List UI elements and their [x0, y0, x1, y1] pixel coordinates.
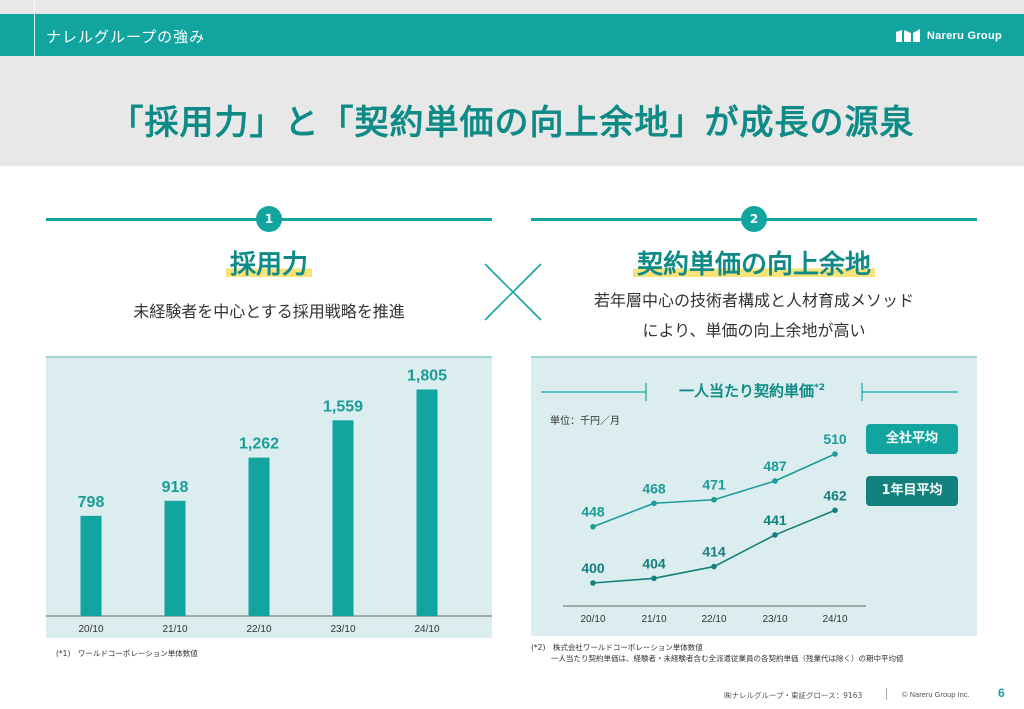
series-value-label: 414 [702, 544, 726, 560]
series-value-label: 448 [581, 504, 605, 520]
company-average-tag: 全社平均 [866, 424, 958, 454]
left-number-badge: 1 [256, 206, 282, 232]
footer-divider [886, 688, 887, 700]
bar-x-tick: 23/10 [330, 624, 355, 635]
series-point [651, 575, 657, 582]
line-x-tick: 23/10 [762, 614, 787, 625]
section-header-bar [0, 14, 1024, 56]
series-point [711, 496, 717, 503]
bar-20/10 [80, 515, 102, 616]
series-point [590, 523, 596, 530]
line-chart-title-sup: *2 [814, 383, 825, 393]
right-footnote-line1: (*2) 株式会社ワールドコーポレーション単体数値 [531, 643, 703, 652]
line-x-tick: 24/10 [822, 614, 847, 625]
series-value-label: 510 [823, 431, 847, 447]
left-heading: 採用力 [46, 244, 492, 281]
footer-company: ㈱ナレルグループ・東証グロース：9163 [724, 691, 863, 700]
line-chart-title: 一人当たり契約単価*2 [652, 380, 852, 401]
right-footnote: (*2) 株式会社ワールドコーポレーション単体数値 一人当たり契約単価は、経験者… [531, 642, 904, 664]
left-subtitle: 未経験者を中心とする採用戦略を推進 [133, 302, 405, 321]
series-value-label: 471 [702, 477, 726, 493]
bar-x-tick: 24/10 [414, 624, 439, 635]
series-value-label: 400 [581, 560, 605, 576]
series-point [772, 532, 778, 538]
right-number-badge: 2 [741, 206, 767, 232]
header-divider [34, 0, 35, 56]
unit-label: 単位：千円／月 [550, 416, 620, 427]
series-point [832, 451, 838, 457]
bar-23/10 [332, 420, 354, 616]
section-label: ナレルグループの強み [46, 28, 206, 46]
series-point [590, 580, 596, 586]
line-chart-title-text: 一人当たり契約単価 [679, 382, 815, 400]
bar-value-label: 918 [162, 479, 189, 496]
series-point [772, 478, 778, 484]
series-point [711, 563, 717, 570]
series-value-label: 468 [642, 480, 666, 496]
bar-21/10 [164, 500, 186, 616]
bar-24/10 [416, 389, 438, 616]
right-subtitle-line2: により、単価の向上余地が高い [642, 321, 866, 340]
series-point [832, 507, 838, 514]
series-value-label: 441 [763, 512, 787, 528]
page-number: 6 [998, 686, 1005, 700]
top-strip [0, 0, 1024, 14]
bar-x-tick: 22/10 [246, 624, 271, 635]
series-value-label: 404 [642, 555, 666, 571]
series-value-label: 487 [763, 458, 787, 474]
line-x-tick: 20/10 [580, 614, 605, 625]
bar-x-tick: 20/10 [78, 624, 103, 635]
bar-value-label: 1,805 [407, 367, 447, 384]
left-footnote: (*1) ワールドコーポレーション単体数値 [56, 649, 198, 658]
bar-value-label: 798 [78, 494, 105, 511]
bar-value-label: 1,262 [239, 436, 279, 453]
right-subtitle: 若年層中心の技術者構成と人材育成メソッド により、単価の向上余地が高い [531, 286, 977, 346]
logo-mark-icon [895, 29, 920, 42]
bar-value-label: 1,559 [323, 398, 363, 415]
title-band [0, 56, 1024, 166]
right-subtitle-line1: 若年層中心の技術者構成と人材育成メソッド [593, 291, 914, 310]
bar-x-tick: 21/10 [162, 624, 187, 635]
logo-text: Nareru Group [926, 30, 1002, 42]
page-title: 「採用力」と「契約単価の向上余地」が成長の源泉 [109, 103, 915, 143]
series-value-label: 462 [823, 487, 847, 503]
right-heading: 契約単価の向上余地 [531, 244, 977, 281]
right-heading-text: 契約単価の向上余地 [632, 250, 875, 280]
series-point [651, 500, 657, 507]
left-heading-text: 採用力 [225, 250, 312, 280]
line-x-tick: 21/10 [641, 614, 666, 625]
line-x-tick: 22/10 [701, 614, 726, 625]
times-icon [484, 263, 542, 321]
first-year-average-tag: 1年目平均 [866, 476, 958, 506]
company-logo: Nareru Group [895, 28, 1002, 44]
bar-22/10 [248, 457, 270, 616]
right-footnote-line2: 一人当たり契約単価は、経験者・未経験者含む全派遣従業員の各契約単価（残業代は除く… [551, 654, 904, 663]
footer-copyright: © Nareru Group Inc. [902, 690, 970, 699]
